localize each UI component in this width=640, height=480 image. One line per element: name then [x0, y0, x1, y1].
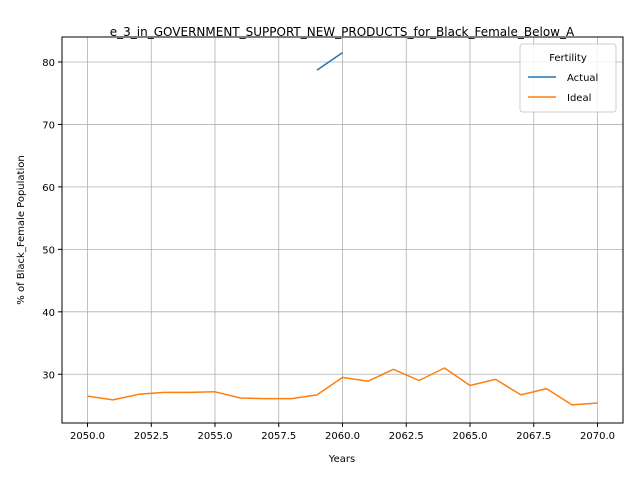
x-tick-label: 2057.5 [261, 431, 296, 442]
y-axis-ticks: 30 40 50 60 70 80 [42, 58, 62, 381]
y-tick-label: 70 [42, 120, 55, 131]
x-tick-label: 2062.5 [389, 431, 424, 442]
x-axis-label: Years [328, 454, 355, 465]
y-tick-label: 80 [42, 58, 55, 69]
x-tick-label: 2067.5 [516, 431, 551, 442]
y-tick-label: 50 [42, 245, 55, 256]
series-line-actual [316, 51, 343, 71]
chart-title: e_3_in_GOVERNMENT_SUPPORT_NEW_PRODUCTS_f… [110, 25, 575, 39]
y-tick-label: 40 [42, 308, 55, 319]
x-tick-label: 2050.0 [70, 431, 105, 442]
x-axis-ticks: 2050.0 2052.5 2055.0 2057.5 2060.0 2062.5 2065… [70, 423, 615, 442]
legend: Fertility Actual Ideal [519, 43, 617, 113]
series-lines [87, 51, 598, 406]
y-axis-label: % of Black_Female Population [16, 155, 27, 304]
x-tick-label: 2055.0 [198, 431, 233, 442]
legend-title: Fertility [549, 53, 587, 64]
x-tick-label: 2065.0 [453, 431, 488, 442]
legend-label-actual: Actual [567, 73, 598, 84]
x-tick-label: 2052.5 [134, 431, 169, 442]
y-tick-label: 60 [42, 183, 55, 194]
legend-label-ideal: Ideal [567, 93, 591, 104]
legend-box [519, 43, 617, 113]
series-line-ideal [87, 367, 598, 406]
x-tick-label: 2060.0 [325, 431, 360, 442]
x-tick-label: 2070.0 [580, 431, 615, 442]
y-tick-label: 30 [42, 370, 55, 381]
